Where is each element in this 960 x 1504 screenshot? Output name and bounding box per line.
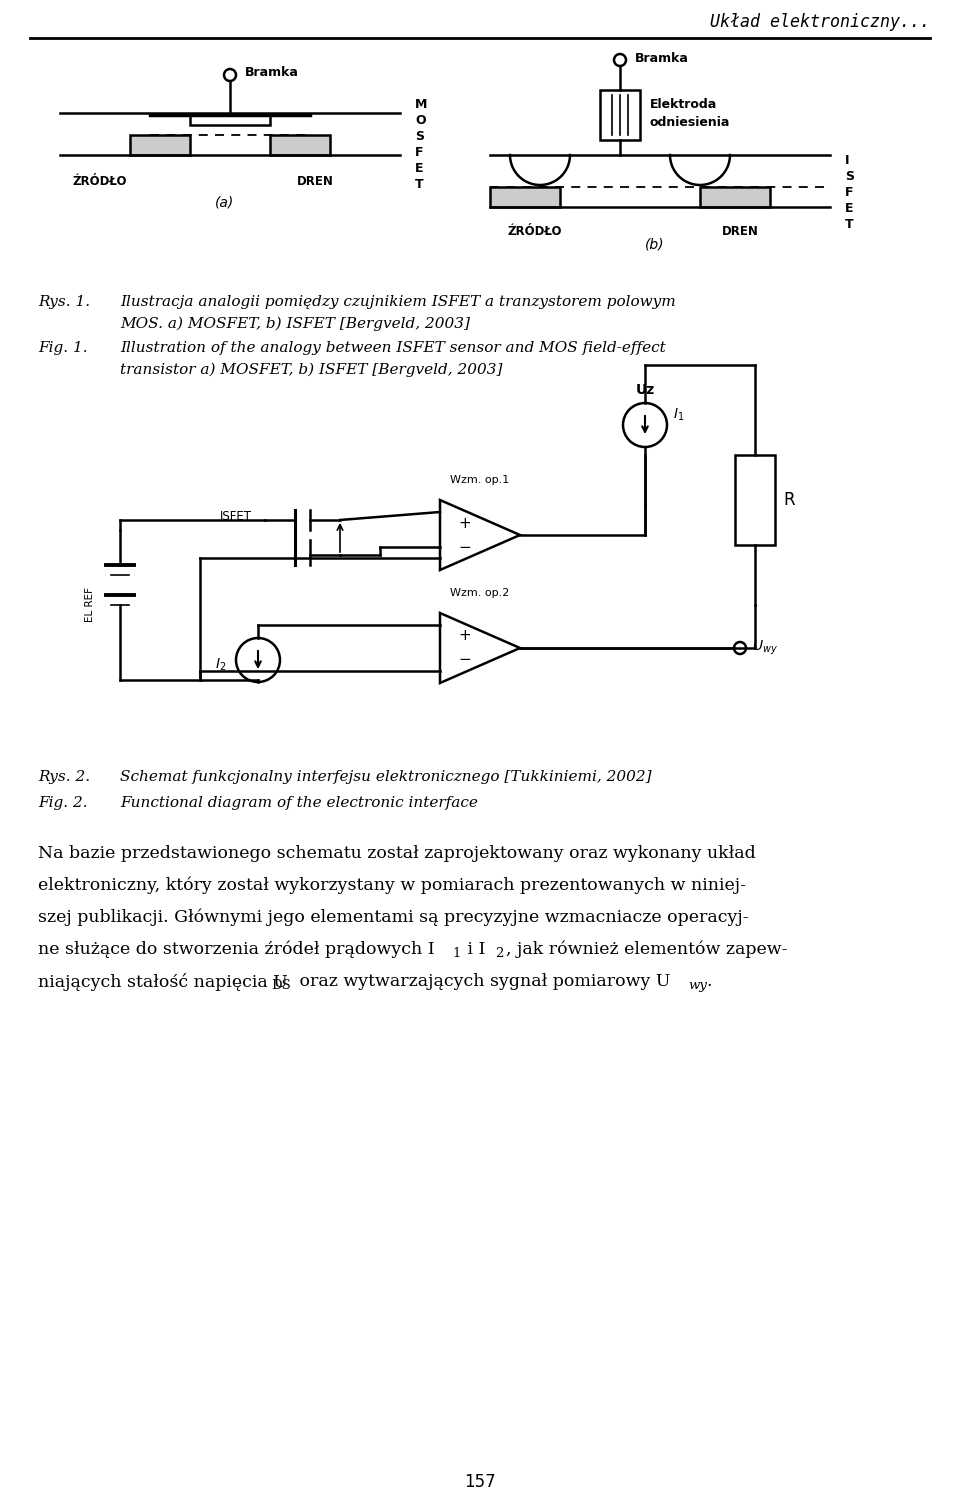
- Text: +: +: [459, 516, 471, 531]
- Text: DREN: DREN: [297, 174, 333, 188]
- Text: MOS. a) MOSFET, b) ISFET [Bergveld, 2003]: MOS. a) MOSFET, b) ISFET [Bergveld, 2003…: [120, 317, 470, 331]
- Text: 2: 2: [495, 948, 503, 960]
- Text: S: S: [415, 131, 424, 143]
- Text: ISFET: ISFET: [220, 510, 252, 523]
- Text: R: R: [783, 490, 795, 508]
- Text: Na bazie przedstawionego schematu został zaprojektowany oraz wykonany układ: Na bazie przedstawionego schematu został…: [38, 845, 756, 862]
- Text: Rys. 2.: Rys. 2.: [38, 770, 90, 784]
- Text: T: T: [415, 179, 423, 191]
- Text: E: E: [415, 162, 423, 176]
- Text: $U_{wy}$: $U_{wy}$: [752, 639, 778, 657]
- FancyBboxPatch shape: [700, 186, 770, 208]
- Text: (a): (a): [215, 196, 234, 211]
- FancyBboxPatch shape: [190, 114, 270, 125]
- Text: −: −: [459, 653, 471, 668]
- Text: ŹRÓDŁO: ŹRÓDŁO: [508, 226, 563, 238]
- Text: Bramka: Bramka: [635, 51, 689, 65]
- Text: $I_1$: $I_1$: [673, 406, 684, 423]
- Text: S: S: [845, 170, 854, 182]
- Text: elektroniczny, który został wykorzystany w pomiarach prezentowanych w niniej-: elektroniczny, który został wykorzystany…: [38, 877, 746, 895]
- Text: I: I: [845, 153, 850, 167]
- Text: 1: 1: [452, 948, 461, 960]
- Text: , jak również elementów zapew-: , jak również elementów zapew-: [506, 942, 787, 958]
- Text: Uz: Uz: [636, 384, 655, 397]
- FancyBboxPatch shape: [600, 90, 640, 140]
- Text: +: +: [459, 629, 471, 644]
- Text: (b): (b): [645, 238, 664, 253]
- Text: F: F: [415, 146, 423, 159]
- Text: oraz wytwarzających sygnał pomiarowy U: oraz wytwarzających sygnał pomiarowy U: [294, 973, 670, 990]
- Text: Fig. 1.: Fig. 1.: [38, 341, 87, 355]
- Text: Rys. 1.: Rys. 1.: [38, 295, 90, 308]
- Text: niających stałość napięcia U: niających stałość napięcia U: [38, 973, 288, 991]
- FancyBboxPatch shape: [490, 186, 560, 208]
- Text: Illustration of the analogy between ISFET sensor and MOS field-effect: Illustration of the analogy between ISFE…: [120, 341, 665, 355]
- Text: ne służące do stworzenia źródeł prądowych I: ne służące do stworzenia źródeł prądowyc…: [38, 942, 435, 958]
- Text: −: −: [459, 540, 471, 555]
- Text: DREN: DREN: [722, 226, 758, 238]
- Text: Wzm. op.1: Wzm. op.1: [450, 475, 510, 484]
- Text: 157: 157: [465, 1472, 495, 1490]
- Text: transistor a) MOSFET, b) ISFET [Bergveld, 2003]: transistor a) MOSFET, b) ISFET [Bergveld…: [120, 362, 502, 378]
- Text: Wzm. op.2: Wzm. op.2: [450, 588, 510, 599]
- Text: EL REF: EL REF: [85, 588, 95, 623]
- Text: Schemat funkcjonalny interfejsu elektronicznego [Tukkiniemi, 2002]: Schemat funkcjonalny interfejsu elektron…: [120, 770, 652, 784]
- Text: i I: i I: [462, 942, 486, 958]
- Text: Fig. 2.: Fig. 2.: [38, 796, 87, 811]
- Text: T: T: [845, 218, 853, 230]
- Text: M: M: [415, 98, 427, 111]
- Text: .: .: [706, 973, 711, 990]
- Text: Ilustracja analogii pomiędzy czujnikiem ISFET a tranzystorem polowym: Ilustracja analogii pomiędzy czujnikiem …: [120, 295, 676, 308]
- FancyBboxPatch shape: [130, 135, 190, 155]
- Text: E: E: [845, 202, 853, 215]
- Text: Bramka: Bramka: [245, 66, 299, 80]
- Text: $I_2$: $I_2$: [215, 657, 226, 674]
- Text: Elektroda: Elektroda: [650, 98, 717, 111]
- Text: ŹRÓDŁO: ŹRÓDŁO: [73, 174, 128, 188]
- Text: Functional diagram of the electronic interface: Functional diagram of the electronic int…: [120, 796, 478, 811]
- Text: DS: DS: [271, 979, 291, 993]
- Text: O: O: [415, 114, 425, 128]
- Text: F: F: [845, 185, 853, 199]
- Text: odniesienia: odniesienia: [650, 116, 731, 128]
- FancyBboxPatch shape: [270, 135, 330, 155]
- Text: szej publikacji. Głównymi jego elementami są precyzyjne wzmacniacze operacyj-: szej publikacji. Głównymi jego elementam…: [38, 908, 749, 926]
- Text: Układ elektroniczny...: Układ elektroniczny...: [710, 14, 930, 32]
- Text: wy: wy: [688, 979, 707, 993]
